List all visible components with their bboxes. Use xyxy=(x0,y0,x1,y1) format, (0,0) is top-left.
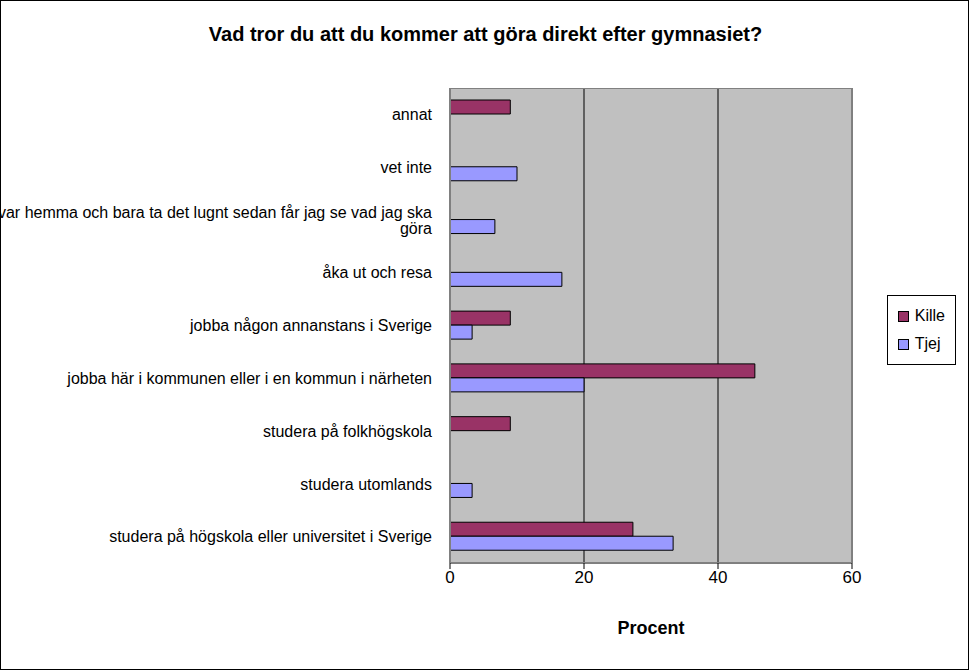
svg-text:0: 0 xyxy=(445,568,454,587)
html-text:Kille: Kille xyxy=(914,307,945,324)
html-text:Tjej: Tjej xyxy=(914,335,941,352)
svg-text:bo kvar hemma och bara ta det: bo kvar hemma och bara ta det lugnt seda… xyxy=(8,204,432,237)
svg-text:studera på folkhögskola: studera på folkhögskola xyxy=(263,423,432,440)
svg-text:20: 20 xyxy=(575,568,594,587)
html-text:Vad tror du att du kommer att: Vad tror du att du kommer att göra direk… xyxy=(208,23,763,45)
svg-text:60: 60 xyxy=(843,568,862,587)
svg-text:annat: annat xyxy=(392,106,433,123)
svg-text:studera på högskola eller univ: studera på högskola eller universitet i … xyxy=(109,528,432,545)
svg-text:jobba någon annanstans i Sveri: jobba någon annanstans i Sverige xyxy=(189,317,432,334)
svg-text:40: 40 xyxy=(709,568,728,587)
svg-text:Procent: Procent xyxy=(617,618,684,638)
svg-text:åka ut och resa: åka ut och resa xyxy=(323,264,433,281)
svg-text:vet inte: vet inte xyxy=(380,159,432,176)
svg-text:studera utomlands: studera utomlands xyxy=(300,476,432,493)
svg-text:jobba här i kommunen eller i e: jobba här i kommunen eller i en kommun i… xyxy=(66,370,432,387)
